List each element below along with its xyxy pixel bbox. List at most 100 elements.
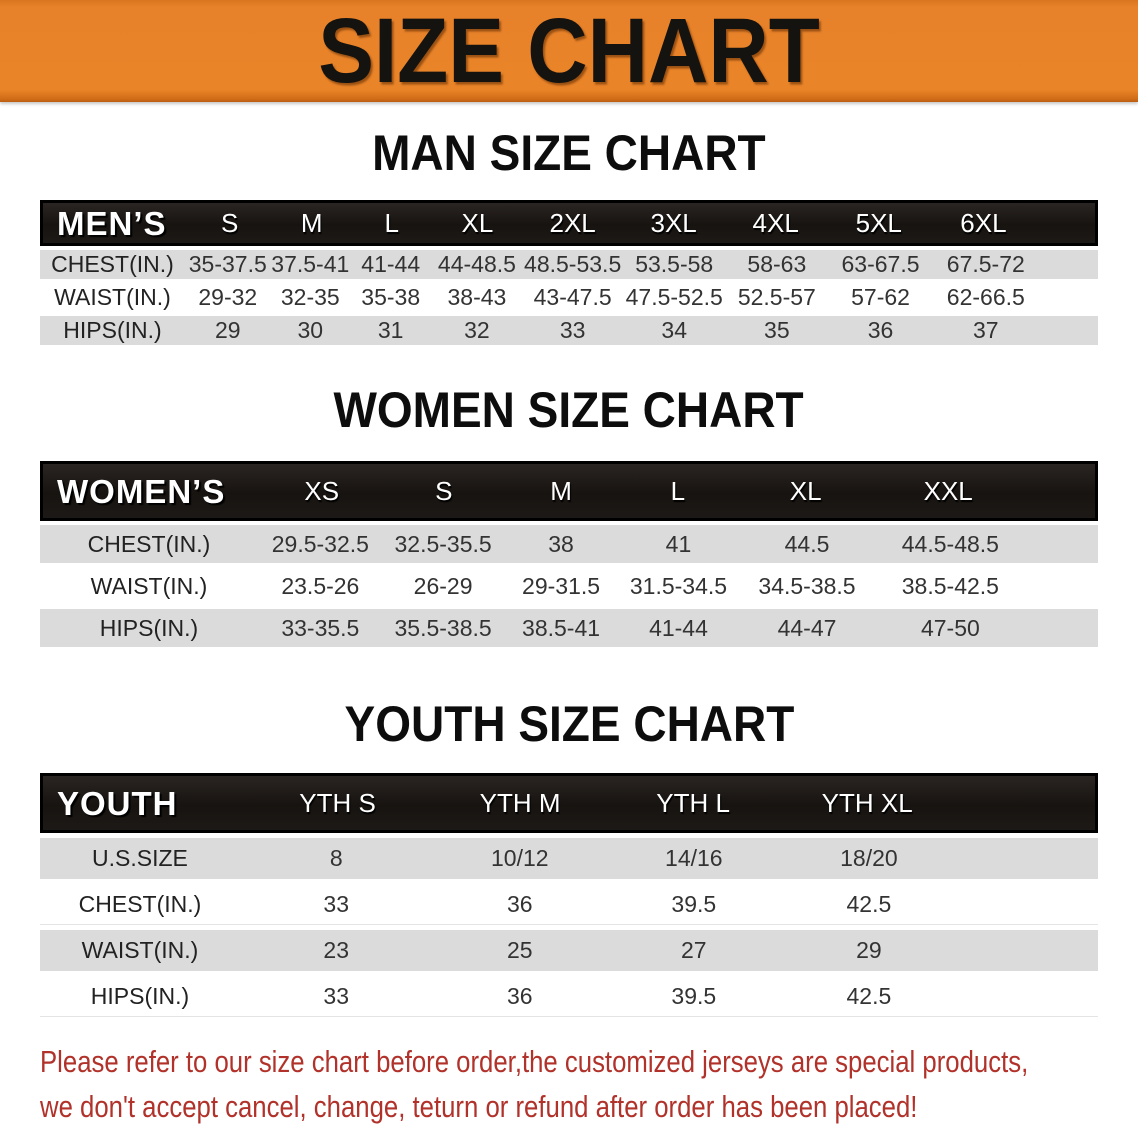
table-cell: 44.5-48.5 — [901, 530, 999, 557]
table-cell: 38-43 — [447, 284, 507, 310]
table-cell: 63-67.5 — [841, 251, 920, 277]
table-cell: 29-32 — [198, 284, 258, 310]
youth-size-table: YOUTH YTH S YTH M YTH L YTH XL U.S.SIZE … — [40, 773, 1098, 1017]
size-column-header: 4XL — [752, 208, 799, 238]
table-cell: 58-63 — [747, 251, 807, 277]
table-row-hips: HIPS(IN.) 33 36 39.5 42.5 — [40, 976, 1098, 1017]
table-cell: 48.5-53.5 — [524, 251, 622, 277]
size-column-header: XL — [789, 476, 822, 506]
table-cell: 36 — [506, 982, 533, 1009]
table-cell: 33-35.5 — [281, 614, 360, 641]
table-cell: 8 — [329, 845, 343, 871]
row-label: CHEST(IN.) — [78, 890, 202, 917]
size-column-header: XS — [304, 476, 340, 506]
row-label: WAIST(IN.) — [54, 284, 171, 310]
mens-table-group-label: MEN’S — [57, 204, 167, 242]
size-column-header: 2XL — [549, 208, 596, 238]
size-column-header: L — [384, 208, 399, 238]
youth-table-header-row: YOUTH YTH S YTH M YTH L YTH XL — [40, 773, 1098, 833]
banner: SIZE CHART — [0, 0, 1138, 102]
table-row-chest: CHEST(IN.) 33 36 39.5 42.5 — [40, 884, 1098, 925]
table-row-hips: HIPS(IN.) 33-35.5 35.5-38.5 38.5-41 41-4… — [40, 609, 1098, 647]
table-cell: 47-50 — [920, 614, 980, 641]
table-cell: 31 — [377, 317, 404, 343]
youth-section-heading: YOUTH SIZE CHART — [0, 699, 1138, 749]
row-label: HIPS(IN.) — [63, 317, 162, 343]
size-column-header: YTH M — [479, 788, 561, 818]
table-cell: 36 — [506, 890, 533, 917]
mens-table-header-row: MEN’S S M L XL 2XL 3XL 4XL 5XL 6XL — [40, 200, 1098, 246]
row-label: CHEST(IN.) — [51, 251, 174, 277]
table-cell: 41-44 — [361, 251, 421, 277]
table-cell: 42.5 — [846, 890, 892, 917]
table-cell: 44-47 — [777, 614, 837, 641]
table-cell: 57-62 — [851, 284, 910, 310]
size-column-header: M — [300, 208, 323, 238]
table-cell: 62-66.5 — [946, 284, 1025, 310]
size-column-header: YTH S — [299, 788, 376, 818]
table-cell: 33 — [559, 317, 586, 343]
womens-table-header-row: WOMEN’S XS S M L XL XXL — [40, 461, 1098, 521]
men-section-heading-text: MAN SIZE CHART — [372, 125, 766, 181]
size-column-header: S — [221, 208, 239, 238]
mens-size-table: MEN’S S M L XL 2XL 3XL 4XL 5XL 6XL CHEST… — [40, 200, 1098, 345]
disclaimer-text: Please refer to our size chart before or… — [40, 1039, 1138, 1129]
table-cell: 32-35 — [280, 284, 340, 310]
table-cell: 32 — [464, 317, 490, 343]
table-cell: 23 — [323, 937, 350, 963]
table-cell: 25 — [506, 937, 533, 963]
table-cell: 23.5-26 — [281, 572, 360, 599]
table-cell: 26-29 — [413, 572, 473, 599]
table-cell: 39.5 — [671, 982, 717, 1009]
men-section-heading: MAN SIZE CHART — [0, 128, 1138, 178]
banner-title: SIZE CHART — [318, 0, 820, 102]
table-cell: 47.5-52.5 — [625, 284, 723, 310]
table-cell: 33 — [323, 890, 350, 917]
disclaimer-line-2: we don't accept cancel, change, teturn o… — [40, 1089, 918, 1124]
size-column-header: 6XL — [960, 208, 1007, 238]
table-cell: 35-38 — [361, 284, 421, 310]
table-cell: 53.5-58 — [635, 251, 714, 277]
table-cell: 29 — [214, 317, 241, 343]
table-row-waist: WAIST(IN.) 23 25 27 29 — [40, 930, 1098, 971]
table-cell: 29-31.5 — [522, 572, 601, 599]
row-label: HIPS(IN.) — [99, 614, 199, 641]
size-column-header: L — [670, 476, 686, 506]
youth-section-heading-text: YOUTH SIZE CHART — [344, 696, 794, 752]
size-column-header: 3XL — [650, 208, 697, 238]
row-label: WAIST(IN.) — [90, 572, 208, 599]
table-cell: 34 — [661, 317, 688, 343]
table-cell: 36 — [867, 317, 894, 343]
table-row-waist: WAIST(IN.) 23.5-26 26-29 29-31.5 31.5-34… — [40, 567, 1098, 605]
table-cell: 33 — [323, 982, 350, 1009]
row-label: CHEST(IN.) — [87, 530, 211, 557]
table-cell: 41-44 — [649, 614, 708, 641]
size-column-header: M — [550, 476, 572, 506]
table-cell: 38.5-41 — [522, 614, 601, 641]
table-cell: 18/20 — [840, 845, 898, 871]
table-cell: 43-47.5 — [533, 284, 612, 310]
table-cell: 30 — [297, 317, 324, 343]
table-cell: 31.5-34.5 — [629, 572, 728, 599]
table-cell: 32.5-35.5 — [394, 530, 492, 557]
table-row-us-size: U.S.SIZE 8 10/12 14/16 18/20 — [40, 838, 1098, 879]
size-column-header: XXL — [923, 476, 973, 506]
size-column-header: YTH XL — [821, 788, 913, 818]
row-label: WAIST(IN.) — [81, 937, 199, 963]
table-cell: 38 — [548, 530, 574, 557]
table-cell: 29 — [856, 937, 882, 963]
row-label: U.S.SIZE — [92, 845, 188, 871]
size-column-header: XL — [461, 208, 494, 238]
table-cell: 39.5 — [671, 890, 717, 917]
table-cell: 14/16 — [665, 845, 723, 871]
size-column-header: YTH L — [656, 788, 730, 818]
womens-table-group-label: WOMEN’S — [57, 472, 226, 510]
table-cell: 37 — [972, 317, 999, 343]
table-cell: 42.5 — [846, 982, 892, 1009]
table-cell: 67.5-72 — [946, 251, 1025, 277]
table-cell: 29.5-32.5 — [271, 530, 369, 557]
table-row-chest: CHEST(IN.) 35-37.5 37.5-41 41-44 44-48.5… — [40, 250, 1098, 279]
row-label: HIPS(IN.) — [90, 982, 190, 1009]
size-column-header: S — [435, 476, 453, 506]
table-cell: 27 — [681, 937, 707, 963]
